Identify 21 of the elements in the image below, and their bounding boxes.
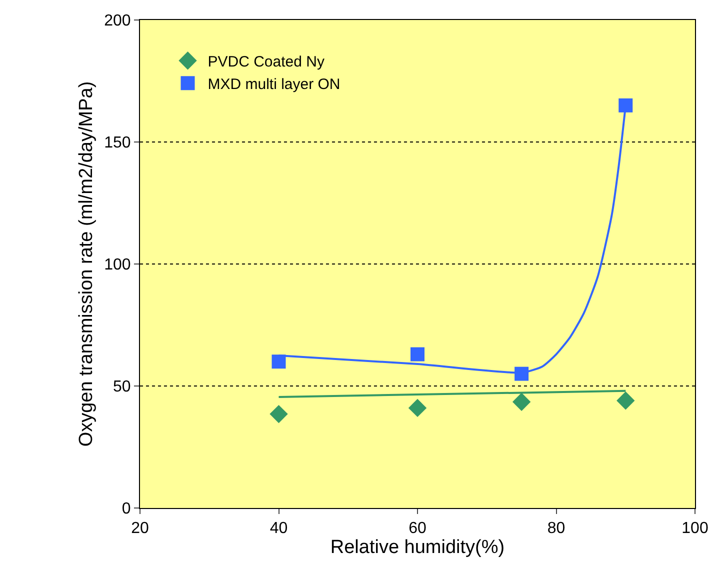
x-tick-label: 80 <box>547 520 566 538</box>
y-tick-label: 0 <box>122 500 131 518</box>
x-axis-title: Relative humidity(%) <box>330 537 505 558</box>
y-tick-label: 150 <box>104 134 131 152</box>
y-tick-label: 200 <box>104 12 131 30</box>
point <box>270 404 288 424</box>
y-tick-label: 50 <box>113 378 131 396</box>
point <box>512 392 531 411</box>
point <box>410 347 424 362</box>
x-tick-label: 60 <box>408 520 426 538</box>
point <box>618 98 633 112</box>
y-tick-label: 100 <box>104 256 131 274</box>
x-tick-label: 100 <box>682 520 708 538</box>
legend-label: PVDC Coated Ny <box>208 54 325 70</box>
x-tick-label: 20 <box>131 520 149 538</box>
point <box>408 398 427 418</box>
point <box>272 354 286 369</box>
point <box>616 392 635 410</box>
y-axis-title: Oxygen transmission rate (ml/m2/day/MPa) <box>76 81 97 447</box>
x-tick-label: 40 <box>270 520 288 538</box>
legend-label: MXD multi layer ON <box>208 76 340 93</box>
